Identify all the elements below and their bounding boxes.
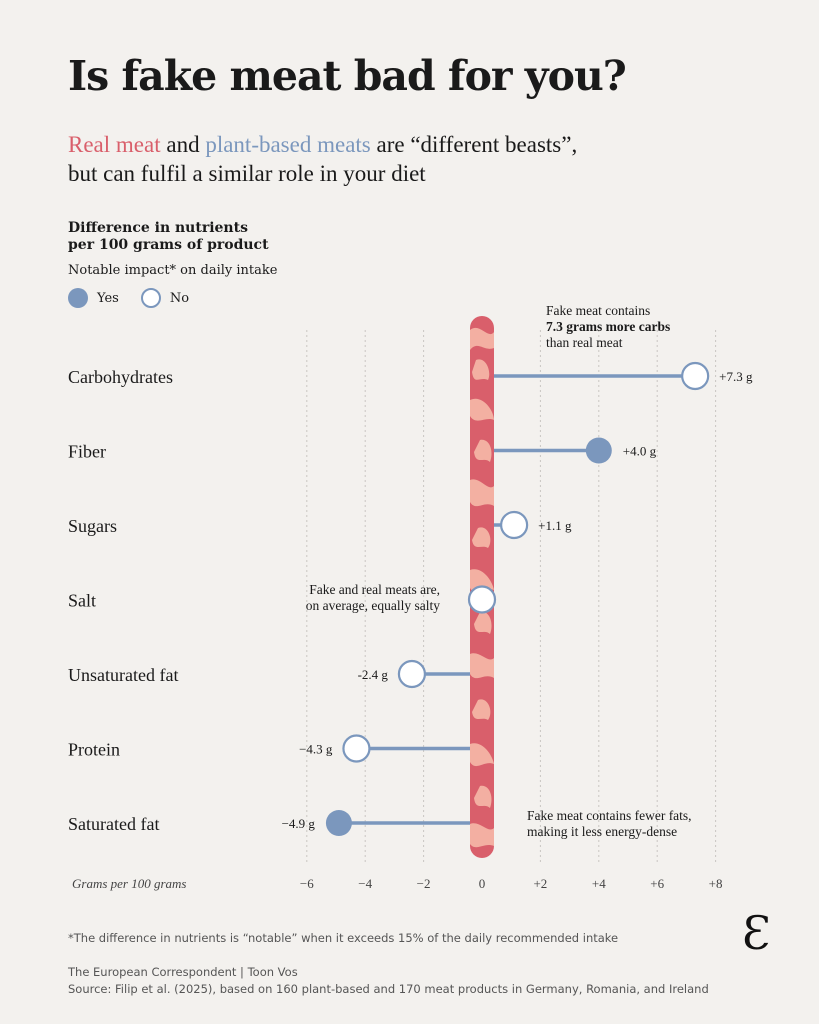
annotation-line: on average, equally salty — [306, 598, 440, 613]
tick-label: +8 — [709, 876, 723, 891]
annotation-line: Fake meat contains fewer fats, — [527, 808, 692, 823]
annotation-line: 7.3 grams more carbs — [546, 319, 670, 334]
chart-heading-line-1: Difference in nutrients — [68, 220, 248, 236]
tick-label: −6 — [300, 876, 314, 891]
subtitle: Real meat and plant-based meats are “dif… — [68, 130, 768, 188]
tick-label: −4 — [358, 876, 372, 891]
category-label: Salt — [68, 591, 96, 611]
subtitle-and: and — [160, 132, 206, 157]
source-line: Source: Filip et al. (2025), based on 16… — [68, 982, 709, 996]
tick-label: +6 — [650, 876, 664, 891]
subtitle-plant-meat: plant-based meats — [205, 132, 371, 157]
x-axis-label: Grams per 100 grams — [72, 876, 186, 891]
annotation-line: than real meat — [546, 335, 623, 350]
legend-title: Notable impact* on daily intake — [68, 263, 278, 278]
category-label: Protein — [68, 740, 120, 760]
value-label: +7.3 g — [719, 369, 753, 384]
annotation: Fake meat contains 7.3 grams more carbs th… — [546, 303, 670, 350]
chart-heading: Difference in nutrients per 100 grams of… — [68, 220, 269, 254]
category-label: Sugars — [68, 516, 117, 536]
lollipop-dot — [325, 810, 352, 836]
tick-label: +4 — [592, 876, 606, 891]
legend-no-label: No — [169, 290, 190, 306]
credit-line: The European Correspondent | Toon Vos — [68, 965, 298, 979]
category-label: Saturated fat — [68, 814, 159, 834]
chart-heading-line-2: per 100 grams of product — [68, 237, 269, 253]
x-axis: Grams per 100 grams −6 −4 −2 0 +2 +4 +6 +8 — [72, 876, 723, 891]
category-label: Fiber — [68, 442, 106, 462]
chart-gridlines — [306, 330, 717, 862]
annotation: Fake meat contains fewer fats, making it … — [527, 808, 692, 839]
annotation-line: Fake meat contains — [546, 303, 650, 318]
tick-label: 0 — [479, 876, 486, 891]
legend-yes-dot-icon — [68, 288, 88, 308]
category-label: Carbohydrates — [68, 367, 173, 387]
tick-label: −2 — [417, 876, 431, 891]
chart-rows: Carbohydrates +7.3 g Fiber +4.0 g Sugars +1.1… — [68, 361, 753, 836]
lollipop-dot — [585, 437, 612, 464]
annotation-line: making it less energy-dense — [527, 824, 677, 839]
page-title: Is fake meat bad for you? — [68, 52, 627, 100]
value-label: −4.9 g — [282, 816, 316, 831]
chart-annotations: Fake meat contains 7.3 grams more carbs th… — [306, 303, 692, 839]
legend: Yes No — [68, 288, 211, 308]
lollipop-dot — [681, 361, 710, 391]
legend-no-dot-icon — [140, 288, 161, 308]
lollipop-dot — [467, 585, 497, 614]
subtitle-rest-1: are “different beasts”, — [370, 132, 578, 157]
subtitle-rest-2: but can fulfil a similar role in your di… — [68, 161, 426, 186]
value-label: +1.1 g — [538, 518, 572, 533]
legend-yes-label: Yes — [97, 290, 119, 306]
lollipop-dot — [397, 659, 427, 689]
lollipop-dot — [342, 734, 371, 763]
annotation-line: Fake and real meats are, — [309, 582, 440, 597]
tick-label: +2 — [533, 876, 547, 891]
lollipop-dot — [500, 510, 529, 540]
publisher-logo: Ɛ — [742, 906, 771, 960]
meat-texture-bar — [470, 316, 494, 858]
footnote: *The difference in nutrients is “notable… — [68, 931, 619, 945]
nutrient-difference-chart: Carbohydrates +7.3 g Fiber +4.0 g Sugars +1.1… — [68, 303, 753, 891]
value-label: +4.0 g — [623, 444, 657, 459]
subtitle-real-meat: Real meat — [68, 132, 161, 157]
value-label: −4.3 g — [299, 742, 333, 757]
annotation: Fake and real meats are, on average, equa… — [306, 582, 440, 613]
category-label: Unsaturated fat — [68, 665, 178, 685]
credits: The European Correspondent | Toon Vos So… — [68, 964, 709, 998]
value-label: -2.4 g — [358, 667, 389, 682]
